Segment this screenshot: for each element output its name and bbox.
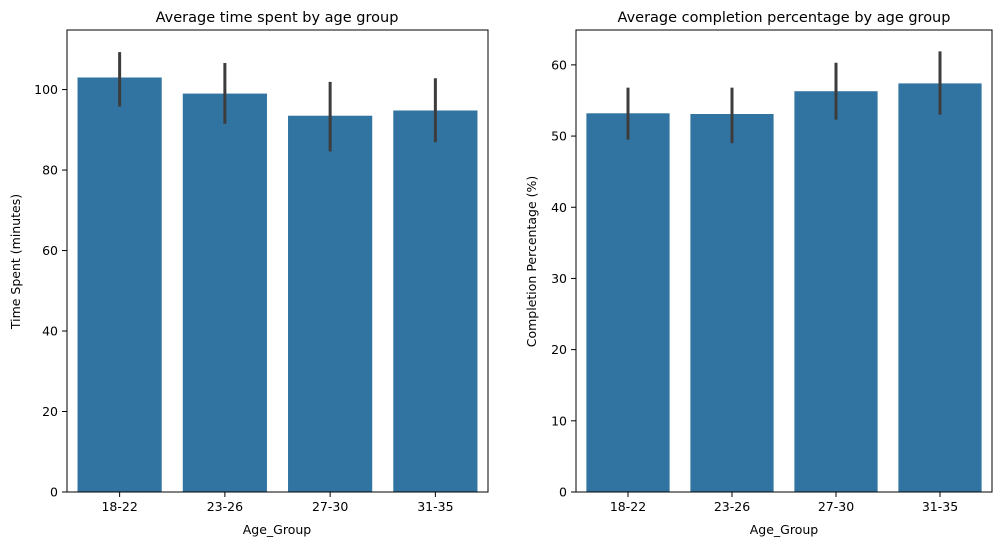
x-axis-label: Age_Group — [750, 522, 819, 537]
x-tick-label: 18-22 — [610, 499, 646, 514]
chart-right: Average completion percentage by age gro… — [524, 10, 993, 537]
plot-area: 0 10 20 30 40 50 60 18-22 23-26 27-30 31-35 — [551, 29, 993, 514]
y-tick-label: 10 — [551, 413, 567, 428]
axes-frame — [66, 29, 489, 493]
y-tick-label: 100 — [34, 82, 58, 97]
x-tick-label: 23-26 — [207, 499, 243, 514]
y-tick-label: 40 — [551, 200, 567, 215]
x-tick-label: 31-35 — [922, 499, 958, 514]
y-axis-label: Time Spent (minutes) — [8, 194, 23, 330]
bar — [898, 83, 982, 492]
y-tick-label: 30 — [551, 271, 567, 286]
y-tick-label: 20 — [42, 404, 58, 419]
chart-title: Average time spent by age group — [156, 10, 399, 26]
y-tick-label: 20 — [551, 342, 567, 357]
y-tick-label: 80 — [42, 163, 58, 178]
bar — [288, 115, 373, 492]
x-tick-label: 18-22 — [101, 499, 137, 514]
x-tick-label: 27-30 — [312, 499, 348, 514]
y-tick-label: 0 — [50, 485, 58, 500]
bar — [77, 77, 162, 493]
y-tick-label: 60 — [551, 57, 567, 72]
bar — [182, 93, 267, 493]
y-tick-label: 50 — [551, 129, 567, 144]
axes-frame — [575, 29, 993, 493]
chart-left: Average time spent by age group Age_Grou… — [8, 10, 489, 537]
x-axis-label: Age_Group — [243, 522, 312, 537]
bar — [586, 113, 670, 492]
bar — [690, 114, 774, 492]
y-axis-label: Completion Percentage (%) — [524, 176, 539, 348]
bar — [794, 91, 878, 492]
x-tick-label: 23-26 — [714, 499, 750, 514]
y-tick-label: 40 — [42, 324, 58, 339]
plot-area: 0 20 40 60 80 100 18-22 23-26 27-30 31-35 — [34, 29, 489, 514]
bar — [393, 110, 478, 493]
y-tick-label: 0 — [559, 485, 567, 500]
x-tick-label: 31-35 — [417, 499, 453, 514]
x-tick-label: 27-30 — [818, 499, 854, 514]
chart-title: Average completion percentage by age gro… — [618, 10, 951, 26]
y-tick-label: 60 — [42, 243, 58, 258]
